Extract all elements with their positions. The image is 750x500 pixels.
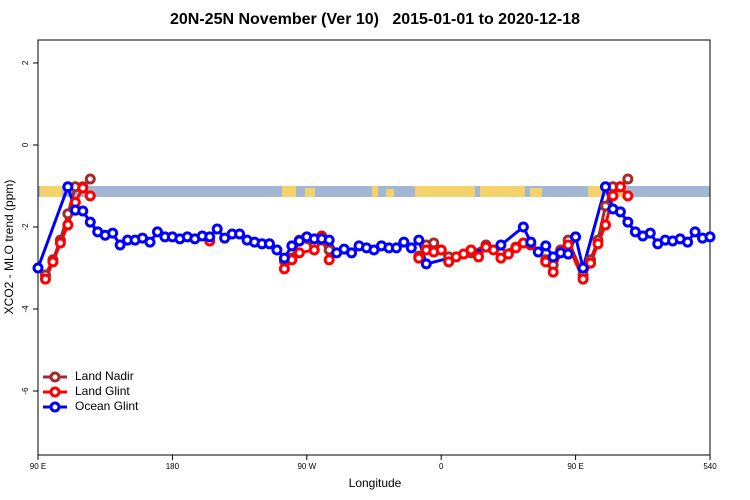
data-point <box>682 236 694 248</box>
data-point <box>211 223 223 235</box>
data-point <box>62 181 74 193</box>
data-point <box>689 226 701 238</box>
data-point <box>540 240 552 252</box>
data-point <box>114 239 126 251</box>
data-point <box>77 205 89 217</box>
series-line <box>44 184 630 283</box>
legend-label: Land Nadir <box>75 369 134 383</box>
plot-frame <box>37 39 711 456</box>
data-point <box>465 244 477 256</box>
data-point <box>428 237 440 249</box>
data-point <box>473 251 485 263</box>
data-point <box>271 244 283 256</box>
data-point <box>413 252 425 264</box>
data-point <box>263 238 275 250</box>
x-tick-label: 90 W <box>297 462 316 471</box>
y-tick-label: 2 <box>21 60 30 65</box>
data-point <box>405 242 417 254</box>
data-point <box>614 206 626 218</box>
data-point <box>107 227 119 239</box>
data-point <box>525 236 537 248</box>
data-point <box>704 231 716 243</box>
data-point <box>487 244 499 256</box>
data-point <box>413 234 425 246</box>
data-point <box>510 242 522 254</box>
data-point <box>532 246 544 258</box>
data-point <box>562 248 574 260</box>
data-point <box>443 256 455 268</box>
legend-marker <box>49 386 61 398</box>
data-point <box>495 239 507 251</box>
x-tick-label: 540 <box>703 462 717 471</box>
x-tick-label: 90 E <box>30 462 46 471</box>
y-tick-label: -6 <box>21 387 30 395</box>
data-point <box>323 234 335 246</box>
x-axis-label: Longitude <box>349 476 402 490</box>
y-tick-label: -4 <box>21 305 30 313</box>
data-point <box>39 273 51 285</box>
data-point <box>398 236 410 248</box>
data-point <box>577 273 589 285</box>
data-point <box>151 226 163 238</box>
x-tick-label: 90 E <box>567 462 583 471</box>
data-point <box>278 252 290 264</box>
data-point <box>622 173 634 185</box>
x-tick-label: 0 <box>439 462 444 471</box>
data-point <box>84 216 96 228</box>
data-point <box>435 244 447 256</box>
data-point <box>77 182 89 194</box>
data-point <box>599 219 611 231</box>
data-point <box>84 173 96 185</box>
data-point <box>585 257 597 269</box>
y-tick-label: 0 <box>21 142 30 147</box>
data-point <box>599 181 611 193</box>
data-point <box>47 256 59 268</box>
data-point <box>622 216 634 228</box>
legend-marker <box>49 371 61 383</box>
data-point <box>577 262 589 274</box>
y-axis-label: XCO2 - MLO trend (ppm) <box>2 180 16 315</box>
data-point <box>144 236 156 248</box>
y-tick-label: -2 <box>21 223 30 231</box>
data-point <box>62 219 74 231</box>
legend-label: Ocean Glint <box>75 399 139 413</box>
legend-label: Land Glint <box>75 384 130 398</box>
x-tick-label: 180 <box>166 462 180 471</box>
legend-marker <box>49 401 61 413</box>
data-point <box>84 190 96 202</box>
data-point <box>644 227 656 239</box>
data-point <box>502 248 514 260</box>
data-point <box>562 239 574 251</box>
data-point <box>517 221 529 233</box>
data-point <box>592 238 604 250</box>
data-point <box>286 240 298 252</box>
data-point <box>547 266 559 278</box>
data-point <box>308 244 320 256</box>
data-point <box>420 258 432 270</box>
data-point <box>278 263 290 275</box>
data-point <box>32 262 44 274</box>
data-point <box>204 231 216 243</box>
chart-title: 20N-25N November (Ver 10) 2015-01-01 to … <box>170 11 580 28</box>
data-point <box>323 254 335 266</box>
data-point <box>540 256 552 268</box>
data-point <box>614 181 626 193</box>
data-point <box>54 237 66 249</box>
data-point <box>346 247 358 259</box>
data-point <box>390 242 402 254</box>
data-point <box>293 247 305 259</box>
data-point <box>570 231 582 243</box>
data-point <box>234 228 246 240</box>
data-point <box>622 190 634 202</box>
data-point <box>607 190 619 202</box>
